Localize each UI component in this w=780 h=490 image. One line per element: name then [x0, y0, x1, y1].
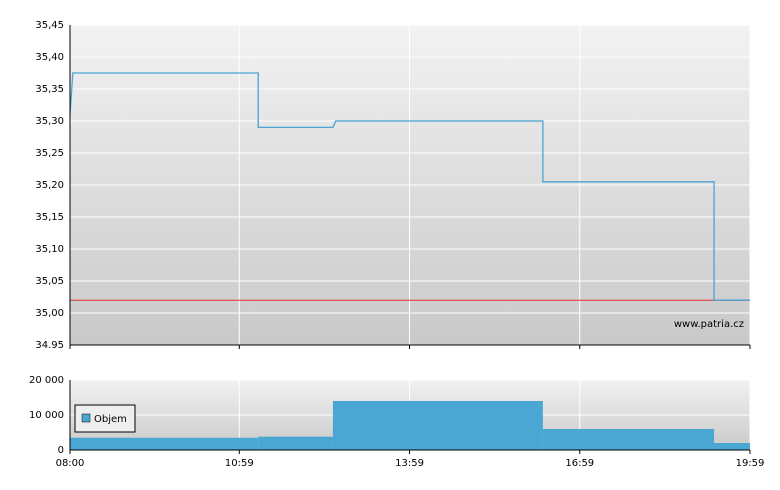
legend-label: Objem [94, 414, 127, 425]
y-tick-label: 35,40 [35, 52, 64, 63]
y-tick-label: 34.95 [35, 340, 64, 351]
y-tick-label: 35,35 [35, 84, 64, 95]
x-tick-label: 13:59 [395, 458, 424, 469]
y-tick-label: 35,10 [35, 244, 64, 255]
y-tick-label: 35,05 [35, 276, 64, 287]
watermark: www.patria.cz [674, 319, 744, 330]
x-tick-label: 19:59 [736, 458, 765, 469]
volume-bar [714, 443, 750, 450]
x-tick-label: 08:00 [56, 458, 85, 469]
y-tick-label: 35,25 [35, 148, 64, 159]
y-tick-label: 35,15 [35, 212, 64, 223]
y-tick-label: 35,30 [35, 116, 64, 127]
y-tick-label: 10 000 [29, 410, 64, 421]
y-tick-label: 35,00 [35, 308, 64, 319]
y-tick-label: 20 000 [29, 375, 64, 386]
price-line [69, 72, 750, 301]
volume-bar [332, 401, 543, 450]
y-tick-label: 0 [58, 445, 64, 456]
volume-bar [258, 436, 333, 450]
x-tick-label: 16:59 [565, 458, 594, 469]
legend-swatch [81, 413, 91, 423]
volume-bar [70, 437, 259, 450]
volume-bar [542, 429, 715, 450]
x-tick-label: 10:59 [225, 458, 254, 469]
y-tick-label: 35,45 [35, 20, 64, 31]
y-tick-label: 35,20 [35, 180, 64, 191]
